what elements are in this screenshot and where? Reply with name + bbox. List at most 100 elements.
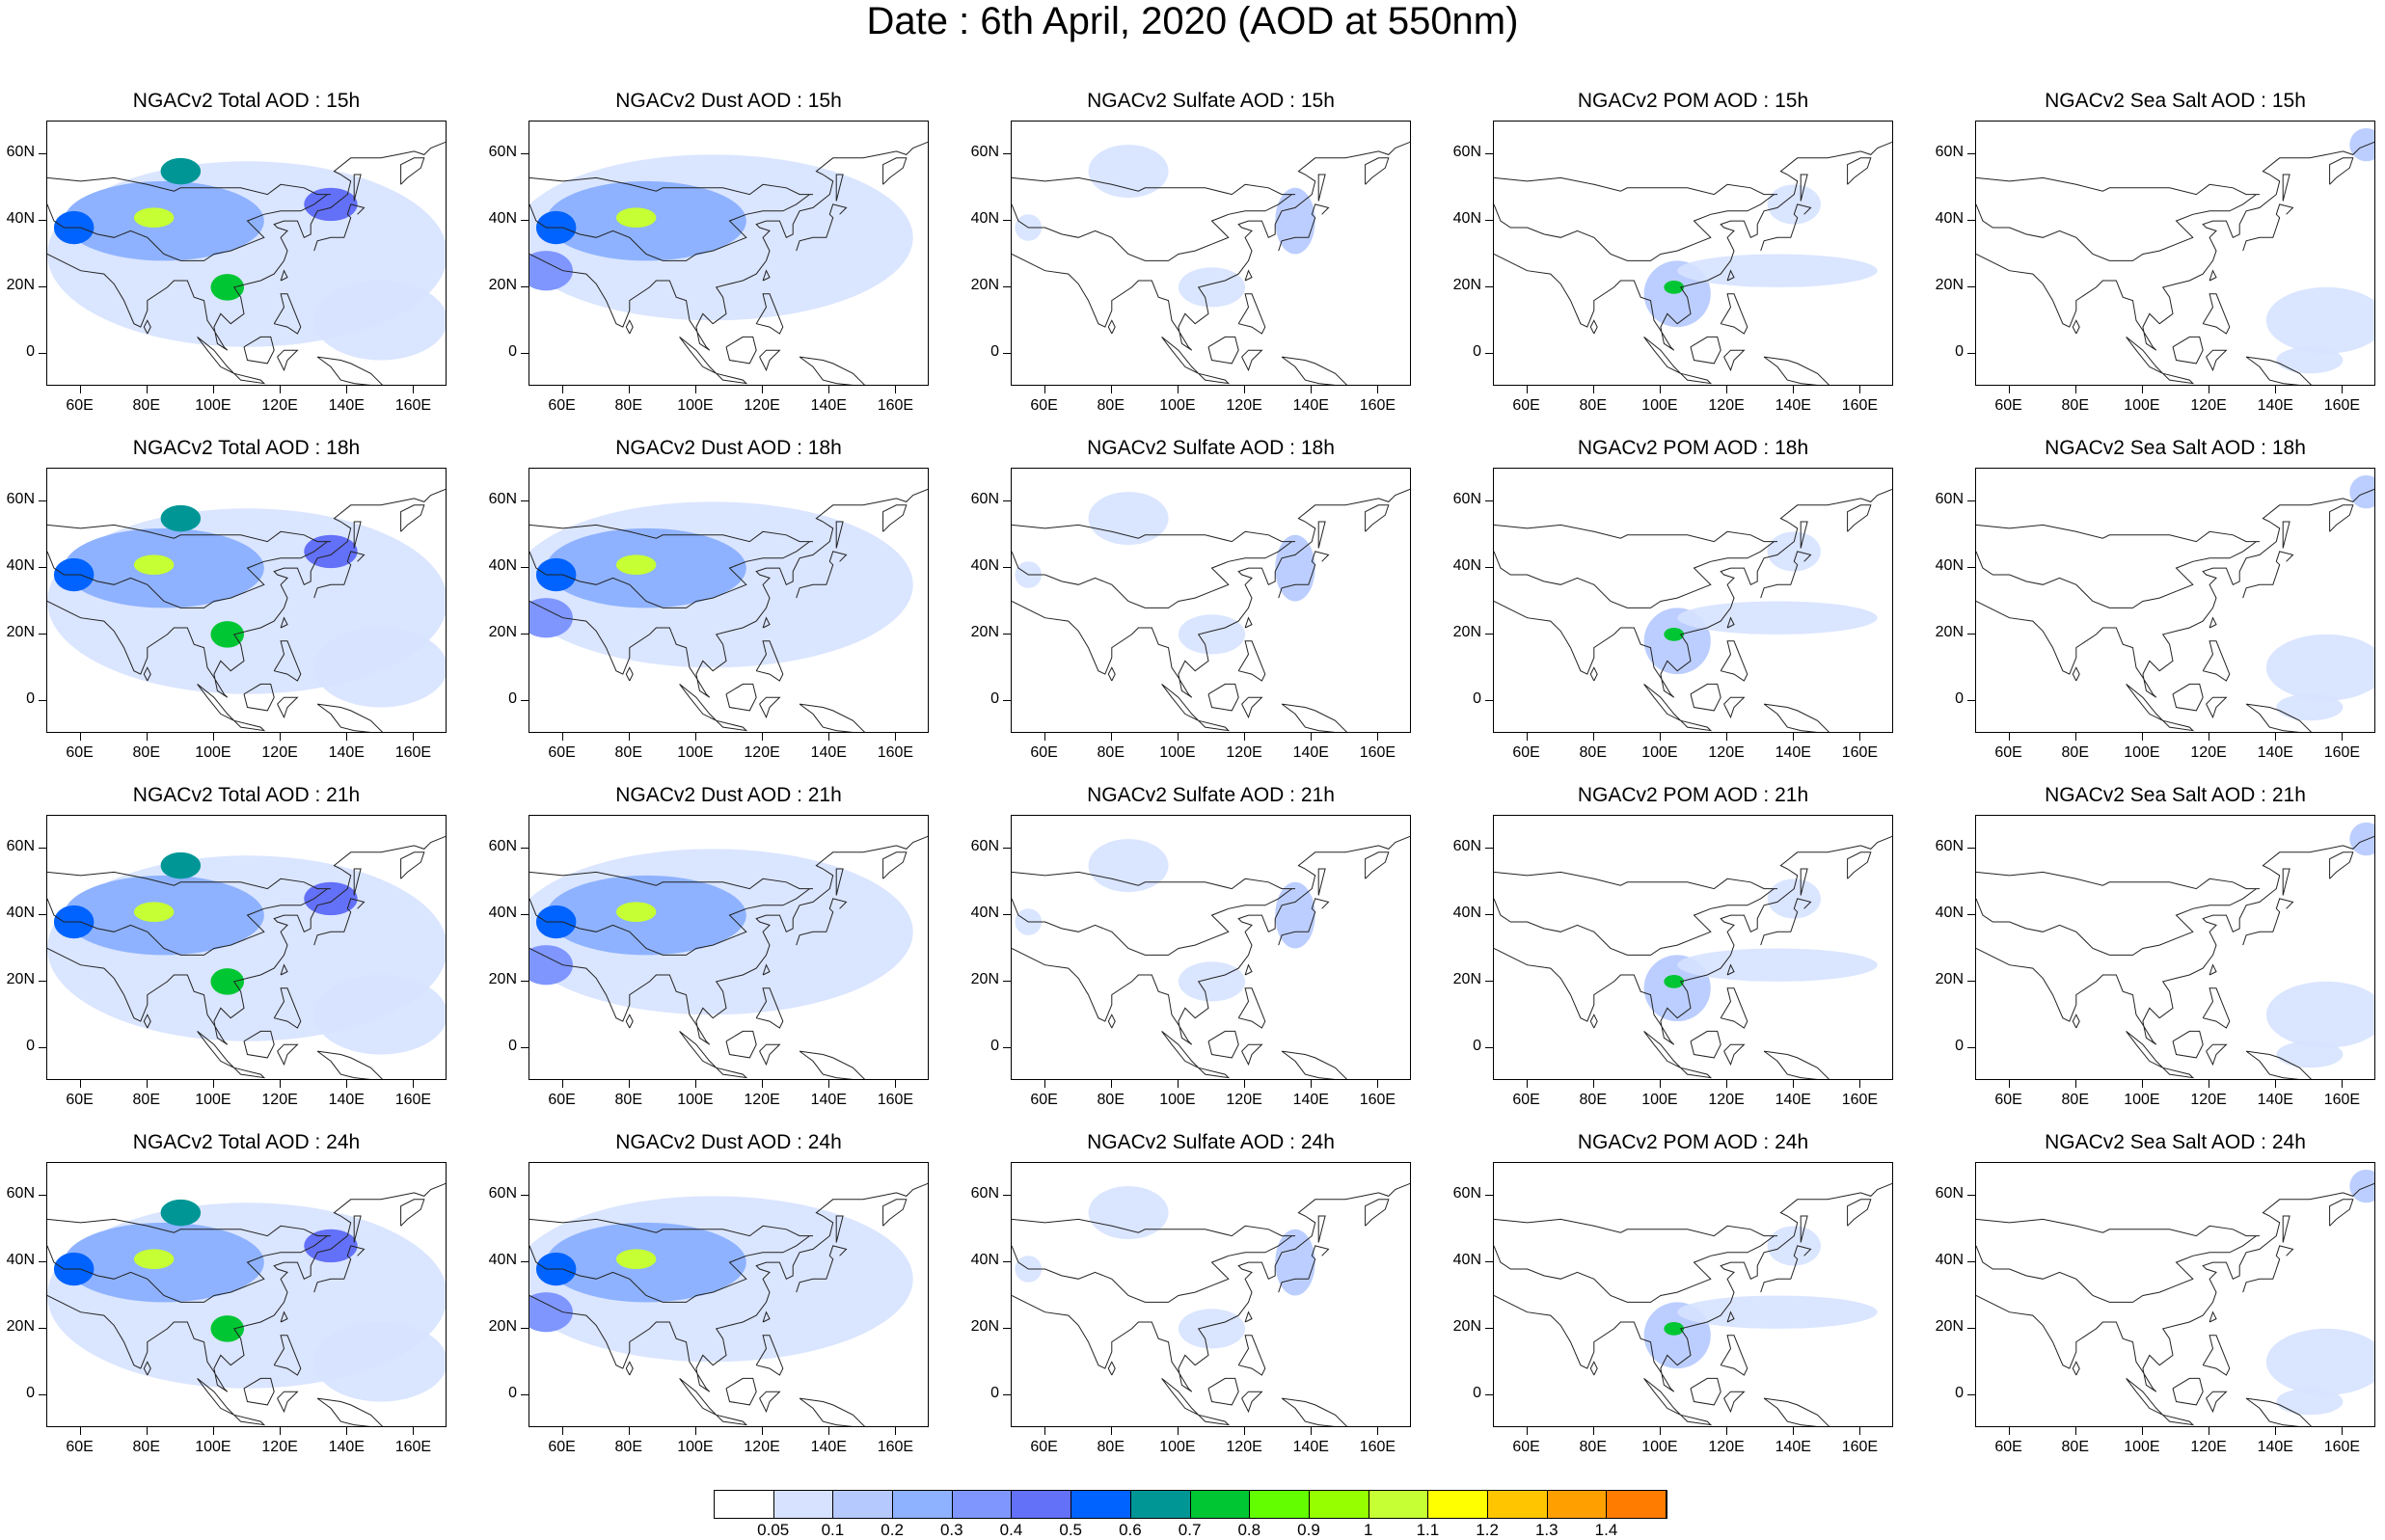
lat-tick-label: 40N bbox=[1452, 210, 1481, 228]
lon-tick bbox=[1659, 1080, 1661, 1088]
lon-tick bbox=[1110, 1427, 1112, 1435]
lon-tick bbox=[895, 733, 897, 741]
lat-tick bbox=[1485, 914, 1493, 916]
coastline bbox=[47, 1182, 446, 1392]
coastline bbox=[1241, 349, 1263, 372]
coastline bbox=[2162, 1414, 2195, 1426]
map-panel bbox=[1975, 1162, 2375, 1427]
lat-tick bbox=[1003, 1195, 1011, 1197]
coastline bbox=[759, 1391, 781, 1414]
coastline bbox=[2206, 349, 2228, 372]
lon-tick bbox=[2141, 733, 2143, 741]
coastline bbox=[47, 1218, 331, 1237]
lat-tick bbox=[1967, 1261, 1975, 1263]
aod-region bbox=[1178, 1309, 1246, 1349]
lon-tick bbox=[1177, 386, 1179, 393]
coastline bbox=[1847, 1199, 1872, 1227]
aod-region bbox=[529, 1292, 573, 1333]
coastline bbox=[1690, 683, 1721, 712]
lat-tick bbox=[1485, 352, 1493, 354]
coastline bbox=[47, 541, 328, 608]
coastline bbox=[1494, 871, 1777, 890]
panel-title: NGACv2 Dust AOD : 21h bbox=[615, 784, 842, 806]
lat-tick-label: 20N bbox=[488, 623, 517, 640]
coastline bbox=[2202, 640, 2231, 682]
lon-tick bbox=[1377, 1427, 1379, 1435]
coastline bbox=[2282, 174, 2290, 202]
aod-map bbox=[1012, 835, 1410, 1079]
coastline bbox=[2126, 684, 2164, 721]
lon-tick bbox=[79, 1080, 81, 1088]
lon-tick-label: 120E bbox=[261, 1092, 298, 1108]
lon-tick-label: 140E bbox=[328, 1439, 365, 1455]
map-panel bbox=[46, 815, 447, 1080]
lat-tick bbox=[1003, 980, 1011, 982]
coastline bbox=[2329, 1199, 2354, 1227]
coastline bbox=[1237, 1335, 1266, 1376]
panel-title: NGACv2 POM AOD : 24h bbox=[1577, 1131, 1809, 1153]
lon-tick bbox=[280, 733, 282, 741]
lat-tick-label: 60N bbox=[488, 838, 517, 855]
lon-tick-label: 100E bbox=[195, 397, 231, 414]
panel-title: NGACv2 POM AOD : 15h bbox=[1577, 90, 1809, 112]
lon-tick-label: 160E bbox=[1841, 744, 1879, 761]
lon-tick bbox=[280, 1080, 282, 1088]
coastline bbox=[529, 524, 813, 543]
coastline bbox=[2209, 1310, 2217, 1323]
lon-tick bbox=[2074, 1080, 2076, 1088]
lon-tick-label: 100E bbox=[1159, 397, 1196, 414]
lon-tick-label: 120E bbox=[744, 1439, 780, 1455]
coastline bbox=[882, 157, 908, 185]
lon-tick-label: 100E bbox=[2124, 1092, 2160, 1108]
lon-tick-label: 140E bbox=[1775, 1092, 1811, 1108]
lon-tick-label: 80E bbox=[614, 1439, 642, 1455]
coastline bbox=[529, 888, 810, 956]
lon-tick-label: 160E bbox=[1359, 1439, 1396, 1455]
coastline bbox=[799, 703, 865, 732]
lat-tick bbox=[1485, 1327, 1493, 1329]
lat-tick-label: 0 bbox=[990, 342, 999, 360]
lat-tick-label: 60N bbox=[970, 838, 999, 855]
lat-tick bbox=[1967, 500, 1975, 502]
lon-tick bbox=[895, 1427, 897, 1435]
panel-title: NGACv2 POM AOD : 21h bbox=[1577, 784, 1809, 806]
lat-tick bbox=[1003, 352, 1011, 354]
lon-tick-label: 100E bbox=[1641, 397, 1678, 414]
coastline bbox=[1012, 835, 1410, 1045]
coastline bbox=[1237, 293, 1266, 335]
lat-tick bbox=[1485, 285, 1493, 287]
coastline bbox=[529, 141, 928, 351]
coastline bbox=[1365, 157, 1390, 185]
panel-title: NGACv2 POM AOD : 18h bbox=[1577, 437, 1809, 459]
panel-title: NGACv2 Sulfate AOD : 24h bbox=[1087, 1131, 1335, 1153]
lat-tick-label: 60N bbox=[1935, 491, 1964, 508]
coastline bbox=[679, 1378, 718, 1416]
coastline bbox=[353, 1215, 362, 1243]
coastline bbox=[1680, 719, 1713, 732]
aod-region bbox=[1767, 531, 1821, 572]
lon-tick-label: 80E bbox=[1579, 397, 1607, 414]
coastline bbox=[1589, 319, 1598, 335]
colorbar-tick-label: 1.1 bbox=[1416, 1521, 1440, 1539]
coastline bbox=[1589, 1013, 1598, 1029]
coastline bbox=[233, 1414, 266, 1426]
lon-tick bbox=[1244, 1427, 1246, 1435]
coastline bbox=[400, 1199, 425, 1227]
lat-tick-label: 20N bbox=[970, 276, 999, 293]
coastline bbox=[1365, 504, 1390, 532]
lon-tick bbox=[2342, 733, 2344, 741]
lat-tick bbox=[39, 1393, 46, 1395]
coastline bbox=[1680, 1067, 1713, 1079]
lat-tick-label: 20N bbox=[488, 1317, 517, 1335]
coastline bbox=[1976, 141, 2374, 351]
coastline bbox=[1847, 504, 1872, 532]
coastline bbox=[233, 1067, 266, 1079]
lat-tick bbox=[1003, 220, 1011, 222]
colorbar-swatch bbox=[1190, 1491, 1251, 1518]
panel-title: NGACv2 Sulfate AOD : 15h bbox=[1087, 90, 1335, 112]
lon-tick bbox=[346, 1080, 348, 1088]
coastline bbox=[2172, 1030, 2204, 1059]
lat-tick-label: 20N bbox=[6, 1317, 35, 1335]
coastline bbox=[1723, 1043, 1746, 1067]
lat-tick-label: 0 bbox=[990, 689, 999, 707]
